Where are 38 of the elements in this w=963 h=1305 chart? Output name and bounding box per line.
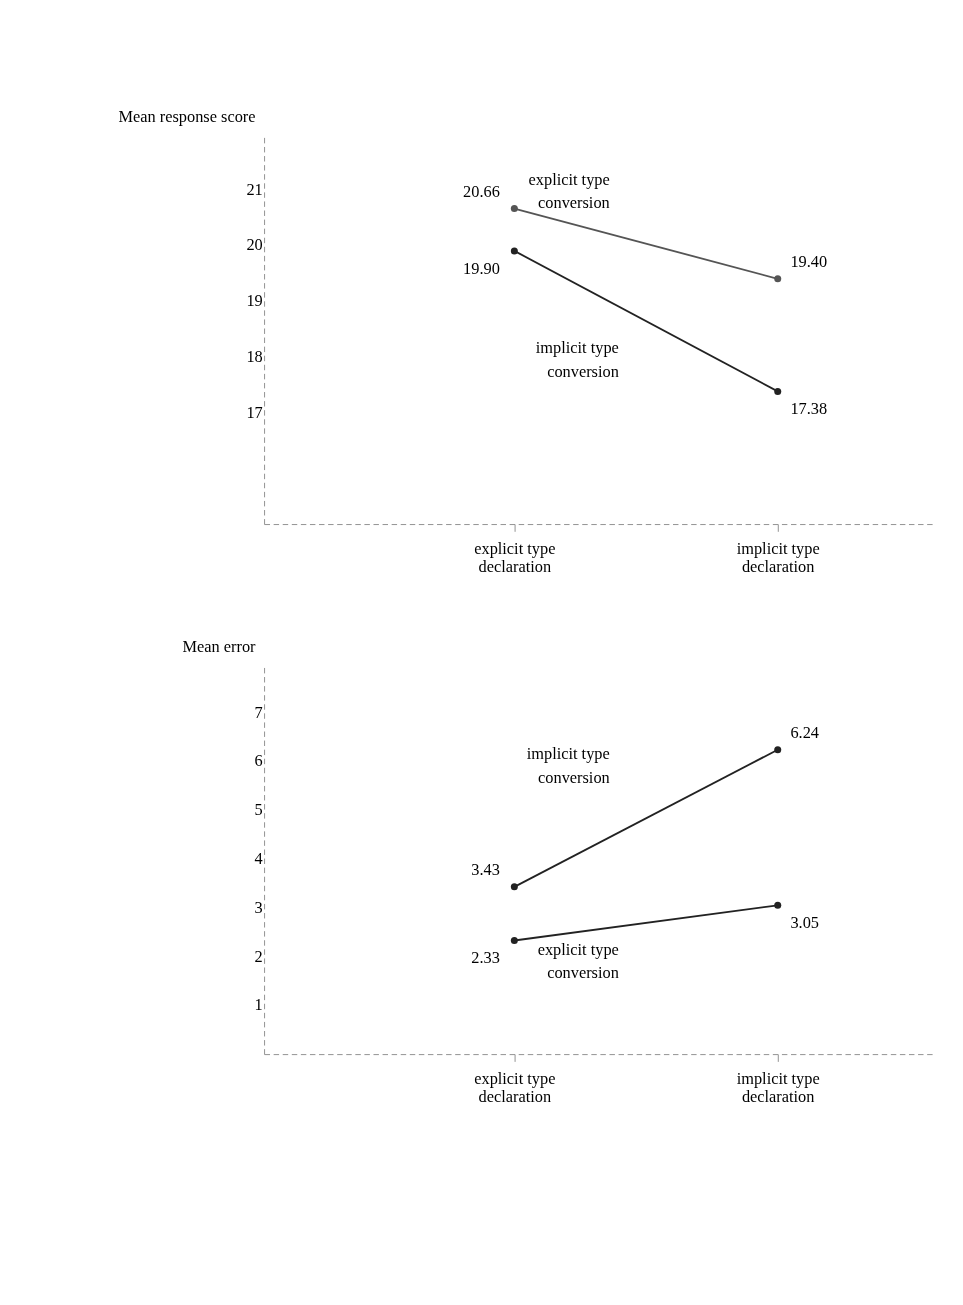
series-label: implicit type conversion: [535, 337, 619, 381]
data-label: 6.24: [790, 722, 820, 742]
y-tick-label: 7: [254, 702, 263, 722]
y-tick-label: 4: [254, 849, 263, 869]
point: [510, 936, 518, 944]
data-label: 19.90: [463, 258, 500, 278]
data-label: 17.38: [790, 399, 828, 419]
y-tick-label: 2: [254, 946, 263, 966]
y-axis-title: Mean error: [182, 636, 257, 656]
data-label: 2.33: [471, 948, 500, 968]
y-axis-title: Mean response score: [118, 106, 256, 126]
y-tick-label: 18: [246, 346, 263, 366]
text: implicit type conversion: [526, 744, 610, 787]
point: [774, 901, 782, 909]
y-tick-label: 6: [254, 751, 263, 771]
point: [774, 275, 782, 283]
y-tick-label: 17: [246, 402, 263, 422]
y-tick-label: 3: [254, 897, 263, 917]
series-label: explicit type conversion: [537, 939, 619, 983]
point: [510, 883, 518, 891]
x-tick-label: implicit type declaration: [736, 1068, 820, 1106]
y-tick-label: 19: [246, 291, 263, 311]
data-label: 3.43: [471, 860, 500, 880]
point: [774, 746, 782, 754]
y-tick-label: 21: [246, 179, 263, 199]
data-label: 20.66: [463, 181, 500, 201]
y-tick-label: 20: [246, 235, 263, 255]
series-label: explicit type conversion: [528, 169, 610, 213]
x-tick-label: explicit type declaration: [474, 538, 556, 576]
data-label: 19.40: [790, 251, 828, 271]
x-tick-label: implicit type declaration: [736, 538, 820, 576]
x-tick-label: explicit type declaration: [474, 1068, 556, 1106]
y-tick-label: 5: [254, 800, 263, 820]
point: [510, 247, 518, 255]
data-label: 3.05: [790, 913, 820, 933]
y-tick-label: 1: [254, 995, 263, 1015]
point: [774, 387, 782, 395]
point: [510, 205, 518, 213]
